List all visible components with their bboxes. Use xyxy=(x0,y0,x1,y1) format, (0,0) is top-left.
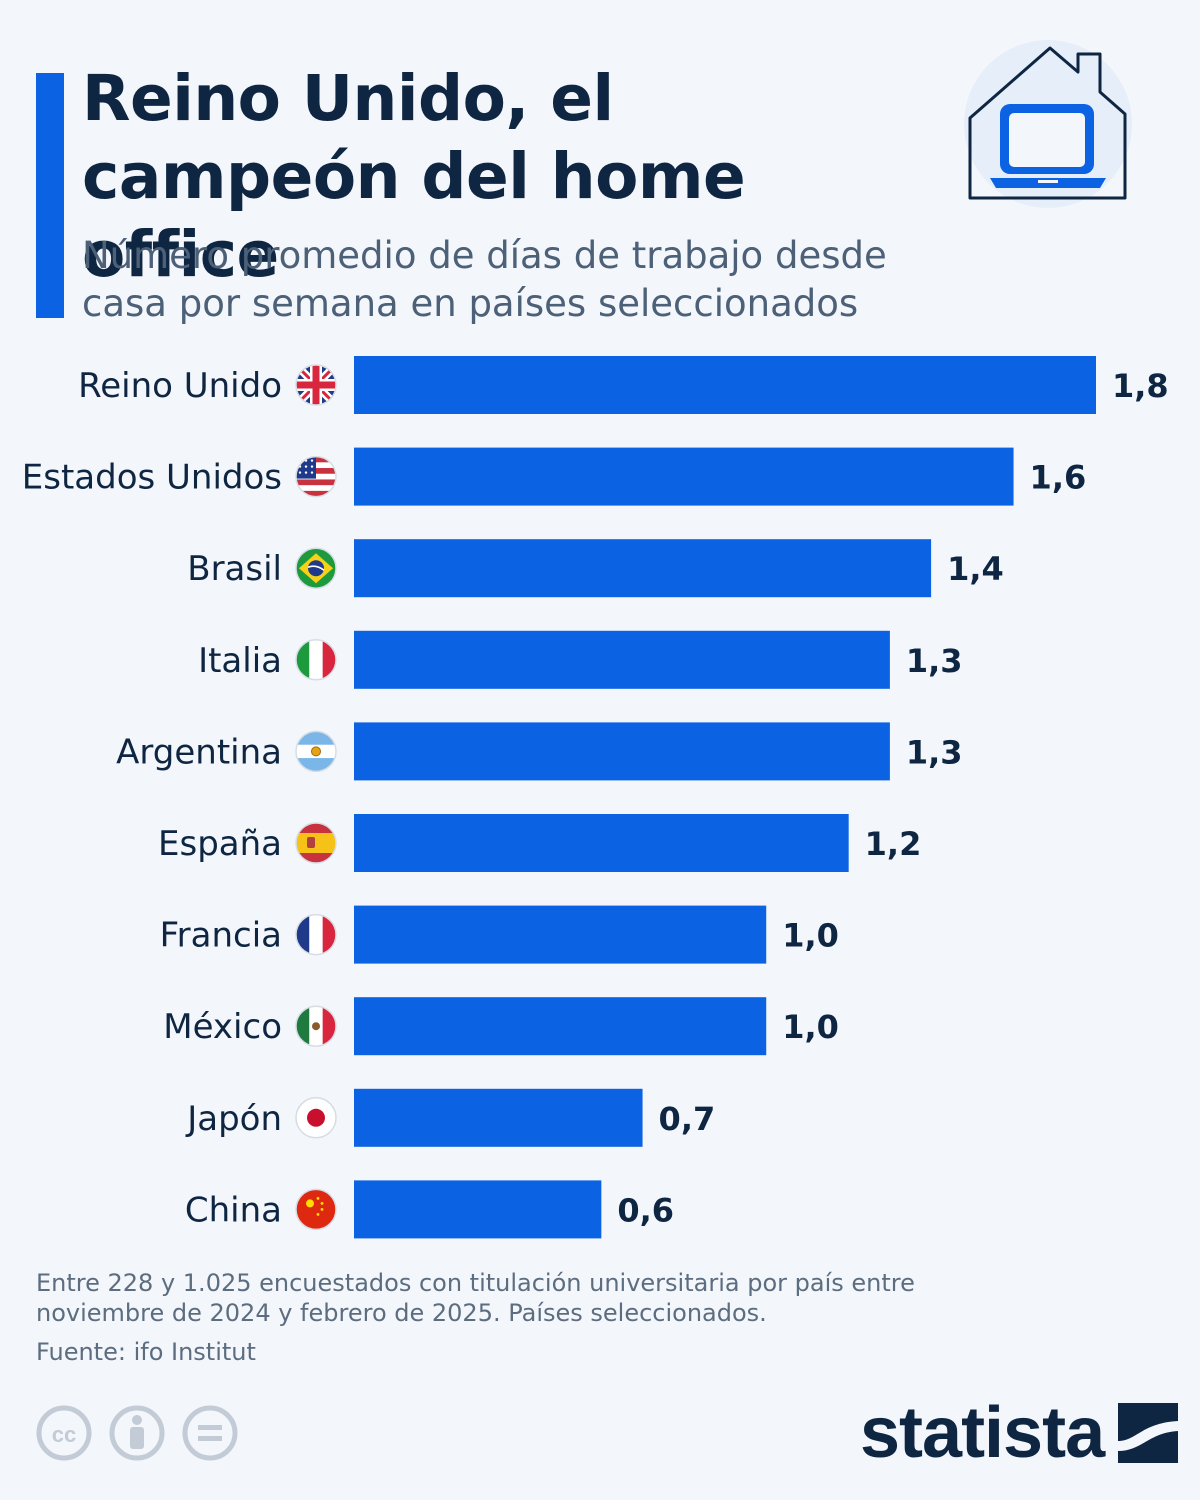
category-label: Reino Unido xyxy=(78,366,282,406)
category-label: Estados Unidos xyxy=(22,458,282,498)
bar xyxy=(354,997,767,1056)
bar xyxy=(354,722,890,781)
france-flag-icon xyxy=(295,913,337,956)
category-label: México xyxy=(163,1007,282,1047)
bar-chart: Reino Unido 1,8 Estados Unidos 1,6 Brasil 1,4… xyxy=(22,356,1169,1239)
brand-wordmark: statista xyxy=(860,1393,1105,1473)
value-label: 1,0 xyxy=(782,917,839,955)
title-accent-bar xyxy=(36,73,64,318)
argentina-flag-icon xyxy=(295,730,337,773)
value-label: 0,7 xyxy=(659,1100,716,1138)
bar xyxy=(354,814,849,872)
value-label: 1,3 xyxy=(906,642,963,680)
spain-flag-icon xyxy=(295,822,337,864)
category-label: Francia xyxy=(160,916,282,956)
home-office-icon xyxy=(964,40,1132,208)
value-label: 1,6 xyxy=(1030,459,1087,497)
italy-flag-icon xyxy=(295,639,337,681)
value-label: 1,4 xyxy=(947,550,1004,588)
category-label: España xyxy=(158,824,282,864)
category-label: Argentina xyxy=(116,732,282,772)
svg-text:cc: cc xyxy=(52,1422,76,1447)
category-label: China xyxy=(185,1190,282,1230)
uk-flag-icon xyxy=(295,364,337,406)
bar xyxy=(354,447,1014,506)
attribution-icon xyxy=(109,1405,165,1461)
bar xyxy=(354,539,932,598)
value-label: 1,8 xyxy=(1112,367,1169,405)
value-label: 0,6 xyxy=(617,1191,674,1229)
category-label: Japón xyxy=(185,1099,282,1139)
no-derivatives-icon xyxy=(182,1405,238,1461)
bar xyxy=(354,630,890,689)
value-label: 1,0 xyxy=(782,1008,839,1046)
usa-flag-icon xyxy=(295,455,337,498)
page-subtitle: Número promedio de días de trabajo desde… xyxy=(82,234,887,325)
statista-mark-icon xyxy=(1118,1403,1179,1463)
category-label: Italia xyxy=(198,641,282,681)
bar xyxy=(354,1180,602,1239)
cc-icon xyxy=(36,1405,92,1461)
brazil-flag-icon xyxy=(295,547,337,589)
japan-flag-icon xyxy=(295,1097,337,1139)
china-flag-icon xyxy=(295,1188,337,1231)
source-text: Fuente: ifo Institut xyxy=(36,1338,256,1366)
bar xyxy=(354,905,767,964)
bar xyxy=(354,356,1096,414)
survey-notes: Entre 228 y 1.025 encuestados con titula… xyxy=(36,1269,915,1327)
value-label: 1,3 xyxy=(906,733,963,771)
bar xyxy=(354,1088,643,1147)
statista-logo[interactable]: statista xyxy=(860,1392,1179,1474)
page-title: Reino Unido, el campeón del home office xyxy=(82,62,746,291)
category-label: Brasil xyxy=(187,549,282,589)
value-label: 1,2 xyxy=(865,825,922,863)
mexico-flag-icon xyxy=(295,1005,337,1047)
license-icons: cc xyxy=(36,1405,238,1461)
